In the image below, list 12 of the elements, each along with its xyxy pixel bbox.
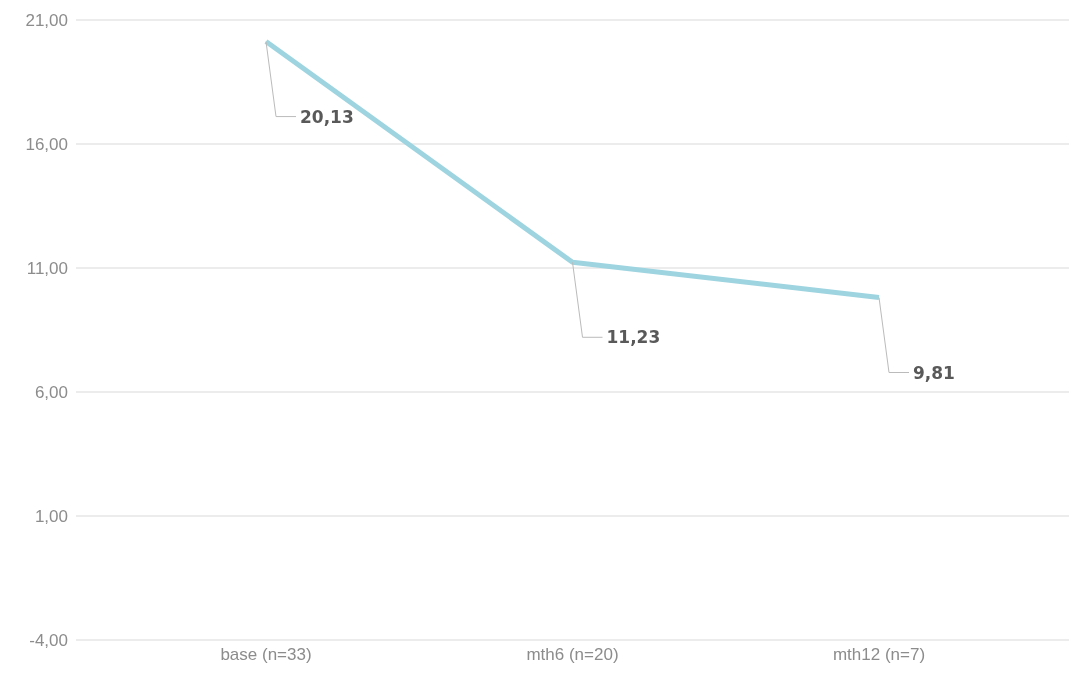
x-tick-label: mth6 (n=20): [526, 645, 619, 665]
y-tick-label: 16,00: [25, 135, 68, 155]
y-tick-label: 1,00: [34, 507, 68, 527]
y-tick-label: -4,00: [29, 631, 68, 651]
y-tick-label: 21,00: [25, 11, 68, 31]
x-tick-label: base (n=33): [220, 645, 312, 665]
y-tick-label: 11,00: [26, 259, 68, 279]
data-label: 20,13: [300, 106, 354, 127]
data-label: 11,23: [606, 327, 661, 348]
x-tick-label: mth12 (n=7): [832, 645, 926, 665]
data-label: 9,81: [913, 362, 955, 383]
y-tick-label: 6,00: [34, 383, 68, 403]
